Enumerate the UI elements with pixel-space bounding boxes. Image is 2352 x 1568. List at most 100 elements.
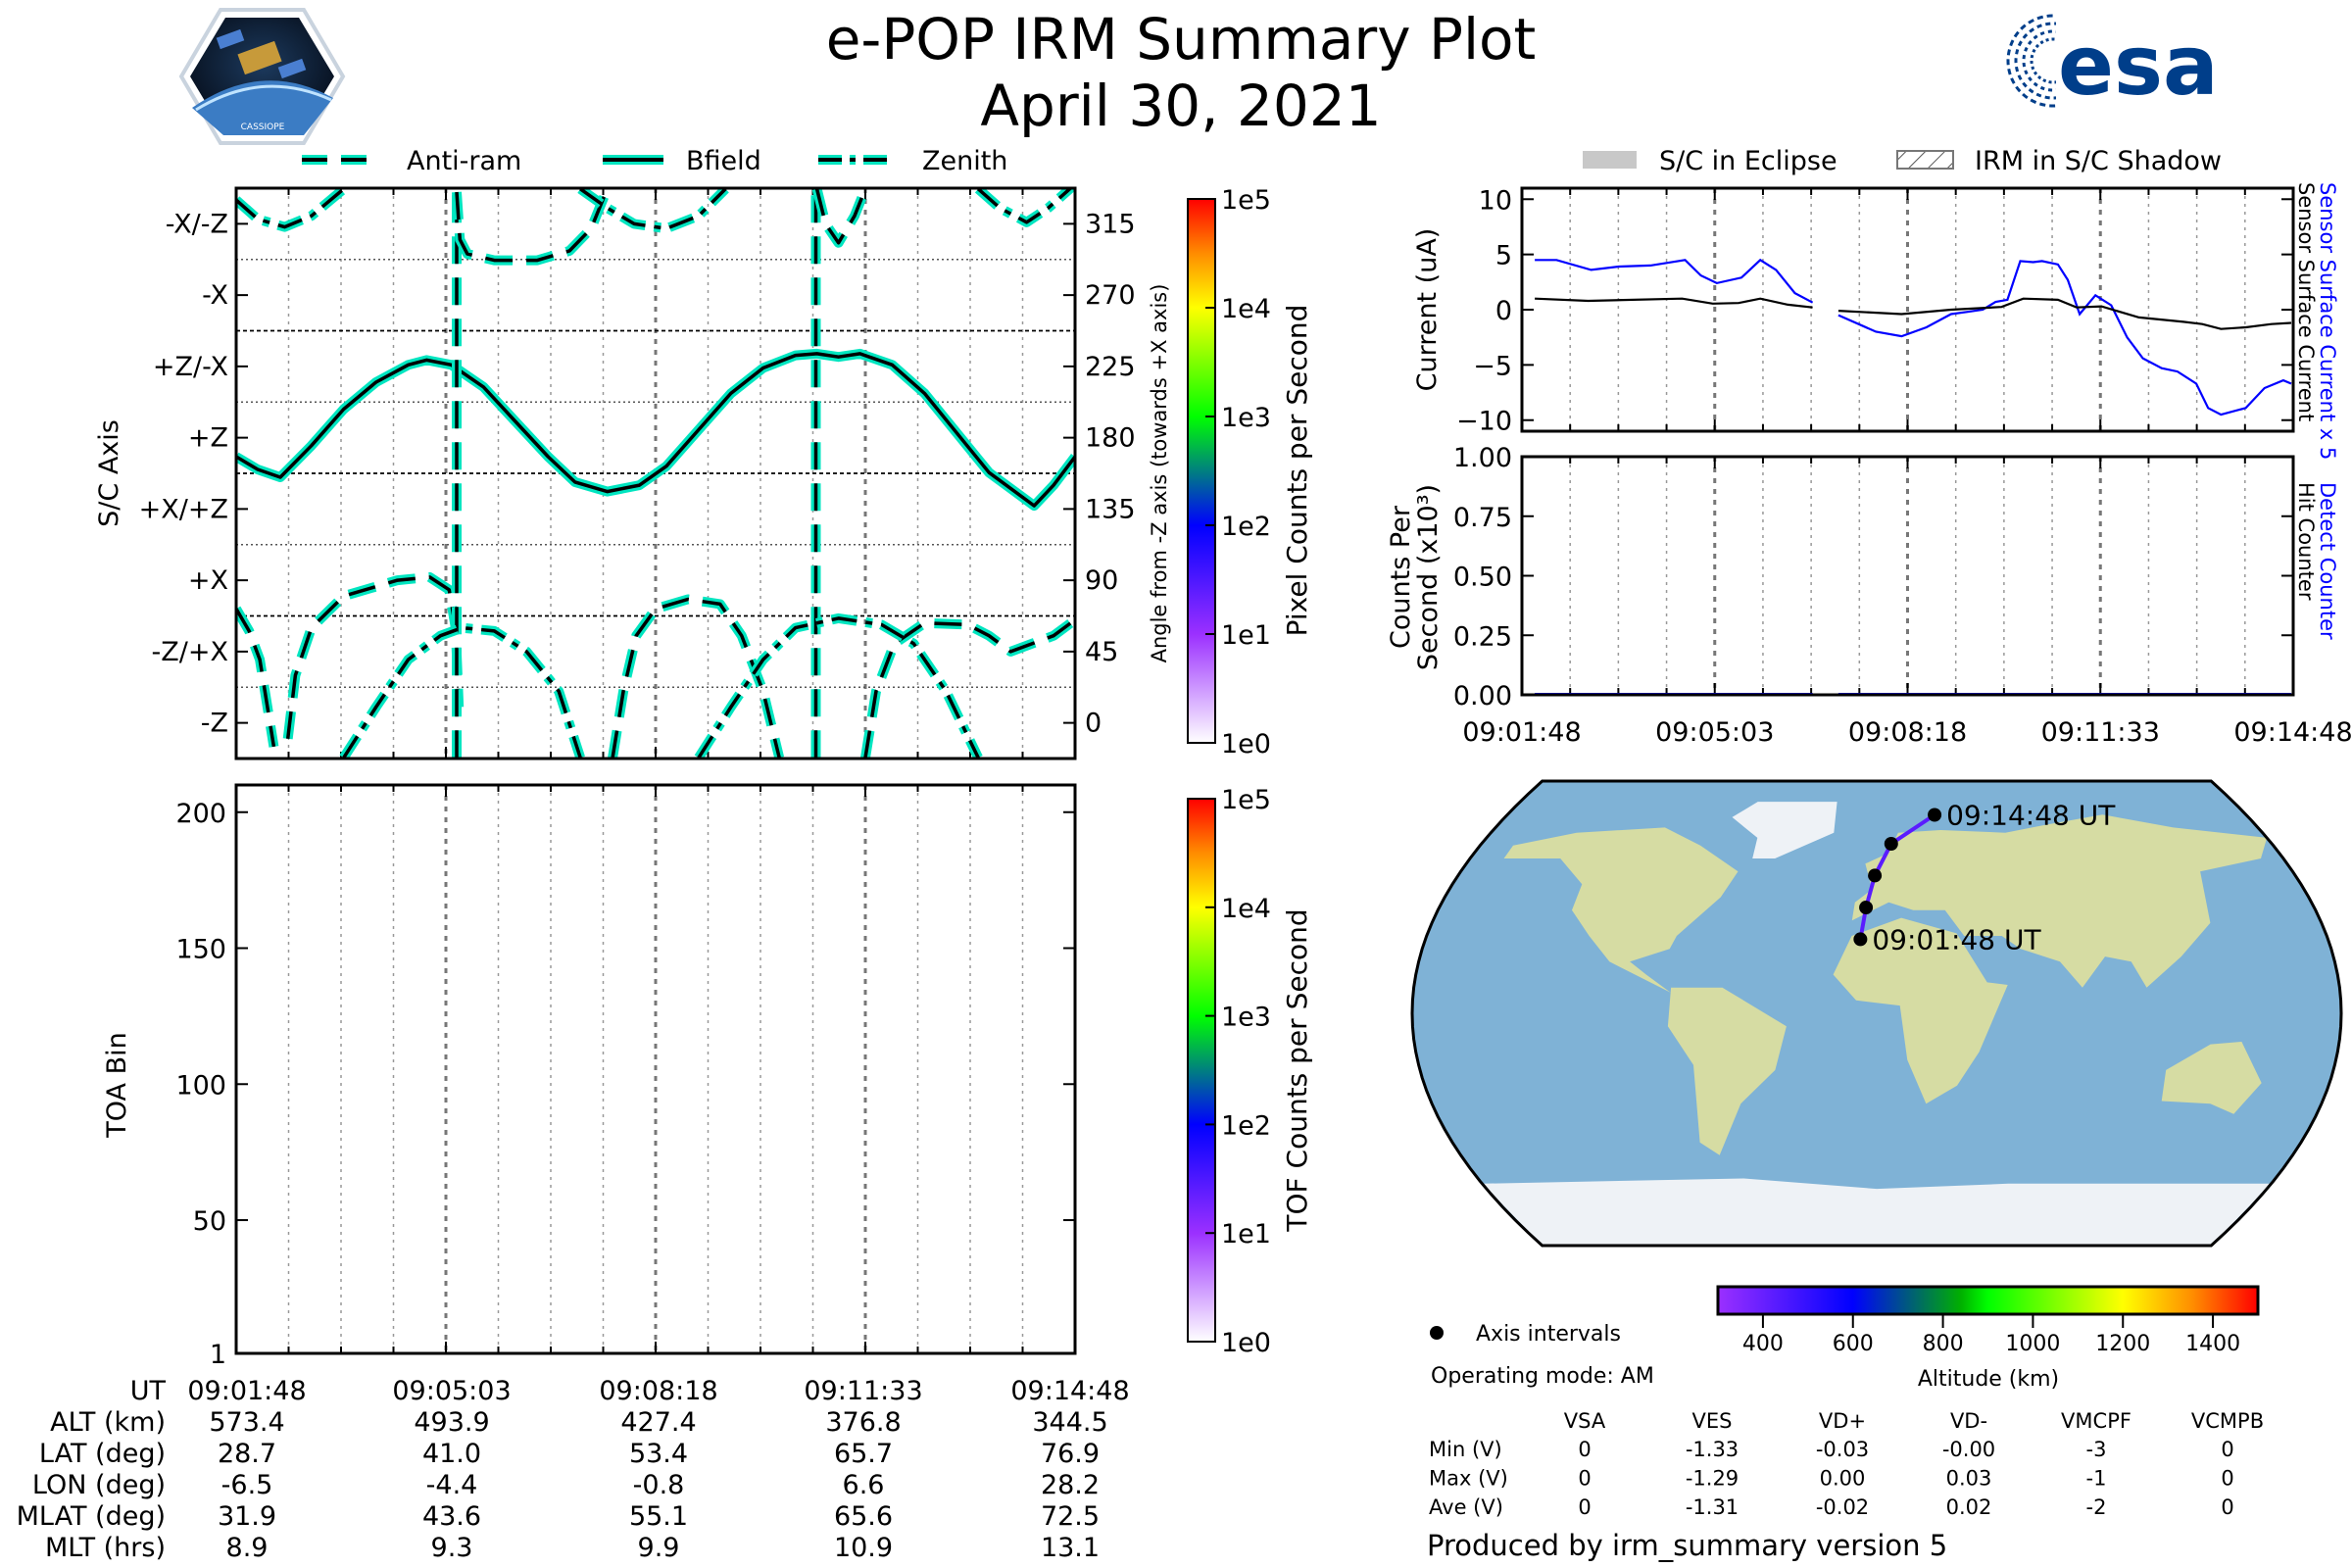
sensor-surface-current-x-5-trace (1535, 258, 1814, 304)
tof-colorbar-tick-label: 1e1 (1221, 1219, 1271, 1250)
time-tick-label: 09:01:48 (1462, 717, 1581, 748)
anti-ram-trace (814, 188, 867, 245)
voltage-row: Max (V) 0 -1.29 0.00 0.03 -1 0 (1429, 1467, 2234, 1491)
sc-axis-tick-label: +Z/-X (153, 352, 228, 382)
time-tick-label: 09:14:48 (2233, 717, 2352, 748)
zenith-trace (977, 188, 1074, 224)
angle-tick-label: 135 (1085, 494, 1136, 524)
current-panel: 10 5 0 −5 −10 (1456, 185, 2295, 437)
zenith-trace (236, 188, 345, 229)
attitude-ylabel: S/C Axis (94, 419, 124, 527)
axis-intervals-label: Axis intervals (1476, 1322, 1621, 1347)
current-legend: S/C in Eclipse IRM in S/C Shadow (1583, 146, 2222, 176)
legend-zenith-label: Zenith (922, 146, 1007, 176)
current-plot-frame (1520, 186, 2295, 433)
ephemeris-value: 9.3 (431, 1533, 473, 1563)
altitude-tick-label: 1200 (2095, 1332, 2150, 1356)
continent-north-america (1503, 827, 1739, 993)
world-map (1412, 781, 2341, 1246)
pixel-colorbar-tick-label: 1e5 (1221, 185, 1271, 216)
current-tick-label: −5 (1473, 351, 1512, 381)
shadow-swatch (1896, 150, 1954, 170)
tof-colorbar-tick-label: 1e3 (1221, 1003, 1271, 1033)
altitude-tick-label: 1400 (2185, 1332, 2240, 1356)
counts-tick-label: 1.00 (1453, 443, 1512, 473)
cassiope-logo-text: CASSIOPE (241, 122, 285, 132)
ephemeris-value: 28.7 (218, 1439, 276, 1469)
counts-ylabel-line1: Counts Per (1386, 505, 1416, 649)
altitude-tick-label: 1000 (2005, 1332, 2060, 1356)
track-start-label: 09:01:48 UT (1872, 923, 2041, 956)
ephemeris-time: 09:11:33 (804, 1376, 922, 1406)
axis-interval-marker (1884, 836, 1898, 851)
axis-interval-marker (1868, 868, 1883, 883)
angle-tick-label: 90 (1085, 565, 1118, 596)
ephemeris-value: 76.9 (1041, 1439, 1100, 1469)
voltage-row: Ave (V) 0 -1.31 -0.02 0.02 -2 0 (1429, 1495, 2234, 1519)
current-tick-label: −10 (1456, 407, 1512, 437)
ephemeris-time: 09:14:48 (1010, 1376, 1129, 1406)
continent-antarctica (1482, 1178, 2272, 1246)
ephemeris-value: 6.6 (843, 1470, 885, 1500)
voltage-value: -0.02 (1816, 1495, 1869, 1519)
ephemeris-table: UT 09:01:48 09:05:03 09:08:18 09:11:33 09:14:… (17, 1376, 1130, 1563)
tof-colorbar-label: TOF Counts per Second (1281, 908, 1313, 1232)
ephemeris-row-label: MLAT (deg) (17, 1501, 166, 1532)
voltage-value: 0 (2221, 1495, 2233, 1519)
ephemeris-row: MLAT (deg) 31.9 43.6 55.1 65.6 72.5 (17, 1501, 1100, 1532)
pixel-colorbar-tick-label: 1e3 (1221, 403, 1271, 433)
voltage-column-header: VD- (1950, 1409, 1987, 1433)
ephemeris-time: 09:05:03 (392, 1376, 511, 1406)
ephemeris-time: 09:01:48 (187, 1376, 306, 1406)
ephemeris-value: 28.2 (1041, 1470, 1100, 1500)
counts-ylabel-line2: Second (x10³) (1413, 484, 1444, 670)
altitude-tick-label: 400 (1742, 1332, 1784, 1356)
tof-colorbar (1187, 798, 1216, 1343)
footer-produced-by: Produced by irm_summary version 5 (1427, 1529, 1947, 1562)
ephemeris-value: 55.1 (629, 1501, 688, 1532)
sc-axis-tick-label: +Z (188, 423, 228, 454)
counts-right-label-blue: Detect Counter (2316, 482, 2339, 640)
anti-ram-trace (863, 618, 1075, 759)
continent-south-america (1667, 987, 1787, 1155)
sc-axis-tick-label: +X (188, 565, 228, 596)
angle-tick-label: 270 (1085, 280, 1136, 311)
ephemeris-value: -6.5 (221, 1470, 273, 1500)
anti-ram-trace-halo (811, 188, 870, 248)
altitude-tick-label: 800 (1923, 1332, 1964, 1356)
ephemeris-value: 41.0 (422, 1439, 481, 1469)
sc-axis-tick-label: -X/-Z (166, 209, 228, 239)
ephemeris-value: 8.9 (226, 1533, 269, 1563)
axis-interval-marker (1853, 932, 1868, 947)
continent-australia (2161, 1042, 2262, 1114)
ephemeris-value: 427.4 (620, 1407, 696, 1438)
toa-plot-frame (234, 783, 1077, 1355)
attitude-plot-frame (234, 186, 1077, 760)
altitude-colorbar-label: Altitude (km) (1918, 1367, 2059, 1392)
voltage-row-label: Max (V) (1429, 1467, 1508, 1491)
legend-eclipse-label: S/C in Eclipse (1659, 146, 1838, 176)
counts-tick-label: 0.75 (1453, 503, 1512, 533)
ephemeris-value: -4.4 (426, 1470, 478, 1500)
tof-colorbar-tick-label: 1e5 (1221, 785, 1271, 815)
ephemeris-value: 376.8 (825, 1407, 901, 1438)
operating-mode: Operating mode: AM (1431, 1364, 1654, 1389)
voltage-column-header: VD+ (1819, 1409, 1866, 1433)
legend-bfield-label: Bfield (686, 146, 761, 176)
esa-logo-text: esa (2058, 18, 2219, 114)
zenith-trace (579, 188, 727, 230)
anti-ram-trace (236, 608, 276, 748)
ephemeris-row: ALT (km) 573.4 493.9 427.4 376.8 344.5 (50, 1407, 1108, 1438)
anti-ram-trace-halo (452, 188, 612, 266)
ephemeris-value: 43.6 (422, 1501, 481, 1532)
legend-anti-ram-label: Anti-ram (407, 146, 521, 176)
current-tick-label: 0 (1495, 296, 1512, 326)
zenith-trace (697, 616, 980, 759)
voltage-value: 0 (1578, 1495, 1591, 1519)
ephemeris-value: 65.7 (834, 1439, 893, 1469)
voltage-value: 0 (1578, 1467, 1591, 1491)
current-right-label-black: Sensor Surface Current (2294, 182, 2318, 421)
legend-bfield: Bfield (603, 146, 761, 176)
time-tick-label: 09:11:33 (2041, 717, 2160, 748)
